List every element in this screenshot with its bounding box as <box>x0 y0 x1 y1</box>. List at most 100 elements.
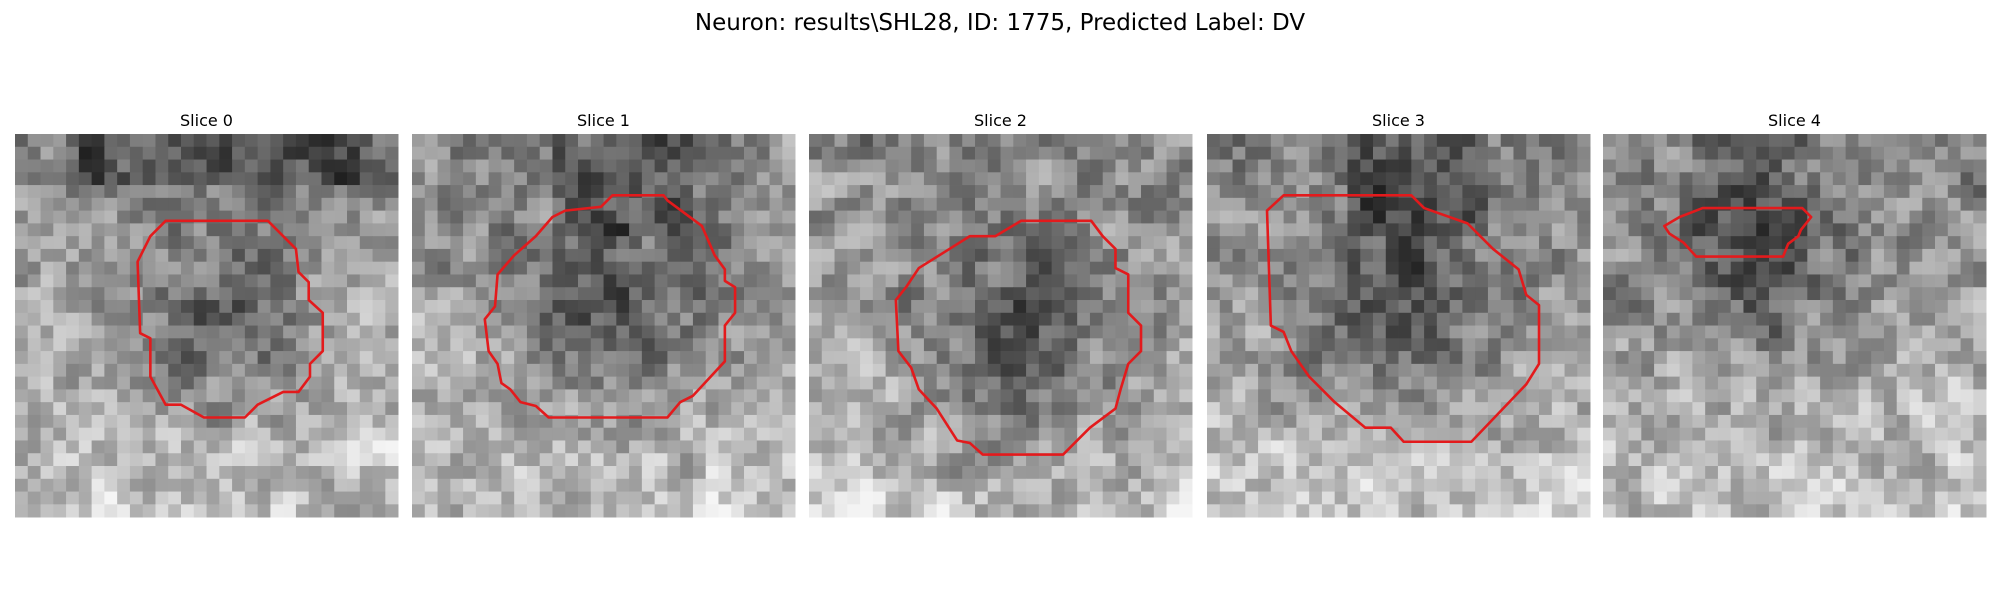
pixel <box>1832 351 1847 365</box>
pixel <box>514 274 528 288</box>
pixel <box>1128 210 1142 224</box>
pixel <box>1730 440 1744 454</box>
pixel <box>654 146 668 160</box>
pixel <box>437 351 451 365</box>
pixel <box>1845 300 1859 314</box>
pixel <box>629 325 643 339</box>
pixel <box>885 389 899 403</box>
pixel <box>1756 338 1770 352</box>
pixel <box>1296 440 1310 454</box>
pixel <box>1769 287 1783 301</box>
pixel <box>526 351 541 365</box>
pixel <box>1462 504 1476 518</box>
pixel <box>117 440 131 454</box>
pixel <box>232 402 246 416</box>
pixel <box>1654 402 1668 416</box>
pixel <box>91 248 105 263</box>
pixel <box>1896 491 1910 505</box>
pixel <box>718 402 732 416</box>
pixel <box>1705 159 1719 173</box>
pixel <box>1500 197 1514 212</box>
pixel <box>257 414 271 429</box>
pixel <box>1051 159 1065 173</box>
pixel <box>372 300 386 314</box>
pixel <box>1449 466 1463 480</box>
pixel <box>1909 312 1923 326</box>
pixel <box>1258 453 1272 467</box>
pixel <box>1334 146 1348 160</box>
pixel <box>1245 261 1259 275</box>
pixel <box>744 248 758 263</box>
pixel <box>475 274 490 288</box>
pixel <box>1717 223 1732 237</box>
pixel <box>1077 491 1091 505</box>
pixel <box>295 197 310 212</box>
pixel <box>1064 312 1078 326</box>
pixel <box>1334 287 1348 301</box>
pixel <box>1038 491 1053 505</box>
pixel <box>809 491 823 505</box>
pixel <box>117 466 131 480</box>
pixel <box>1089 236 1104 250</box>
pixel <box>1385 325 1399 339</box>
pixel <box>1089 134 1104 148</box>
pixel <box>15 185 29 199</box>
pixel <box>1102 351 1116 365</box>
pixel <box>526 274 541 288</box>
pixel <box>1258 363 1272 378</box>
pixel <box>590 236 604 250</box>
pixel <box>987 414 1001 429</box>
pixel <box>603 376 617 390</box>
pixel <box>769 236 783 250</box>
pixel <box>334 312 348 326</box>
pixel <box>1871 159 1885 173</box>
pixel <box>1513 453 1527 467</box>
pixel <box>692 236 707 250</box>
pixel <box>1832 274 1847 288</box>
pixel <box>501 146 515 160</box>
pixel <box>1654 300 1668 314</box>
pixel <box>117 504 131 518</box>
pixel <box>1679 325 1693 339</box>
pixel <box>1743 414 1757 429</box>
pixel <box>834 402 848 416</box>
pixel <box>1321 146 1336 160</box>
pixel <box>949 197 963 212</box>
pixel <box>1207 325 1221 339</box>
pixel <box>359 172 373 186</box>
pixel <box>347 466 361 480</box>
pixel <box>1871 185 1885 199</box>
pixel <box>1845 427 1859 441</box>
pixel <box>578 504 592 518</box>
pixel <box>1153 210 1167 224</box>
pixel <box>1577 453 1591 467</box>
pixel <box>334 210 348 224</box>
slice-image <box>412 134 796 518</box>
pixel <box>629 504 643 518</box>
pixel <box>1000 325 1014 339</box>
pixel <box>104 261 118 275</box>
pixel <box>424 504 438 518</box>
pixel <box>885 197 899 212</box>
pixel <box>1038 402 1053 416</box>
pixel <box>1743 312 1757 326</box>
pixel <box>1449 287 1463 301</box>
pixel <box>1513 146 1527 160</box>
pixel <box>1769 504 1783 518</box>
pixel <box>1577 402 1591 416</box>
pixel <box>1051 504 1065 518</box>
pixel <box>475 236 490 250</box>
pixel <box>117 363 131 378</box>
pixel <box>1258 134 1272 148</box>
pixel <box>911 248 925 263</box>
pixel <box>744 402 758 416</box>
pixel <box>565 466 579 480</box>
pixel <box>539 376 553 390</box>
pixel <box>1051 363 1065 378</box>
pixel <box>1373 363 1387 378</box>
pixel <box>987 325 1001 339</box>
pixel <box>654 261 668 275</box>
pixel <box>769 504 783 518</box>
pixel <box>27 376 41 390</box>
pixel <box>40 325 54 339</box>
